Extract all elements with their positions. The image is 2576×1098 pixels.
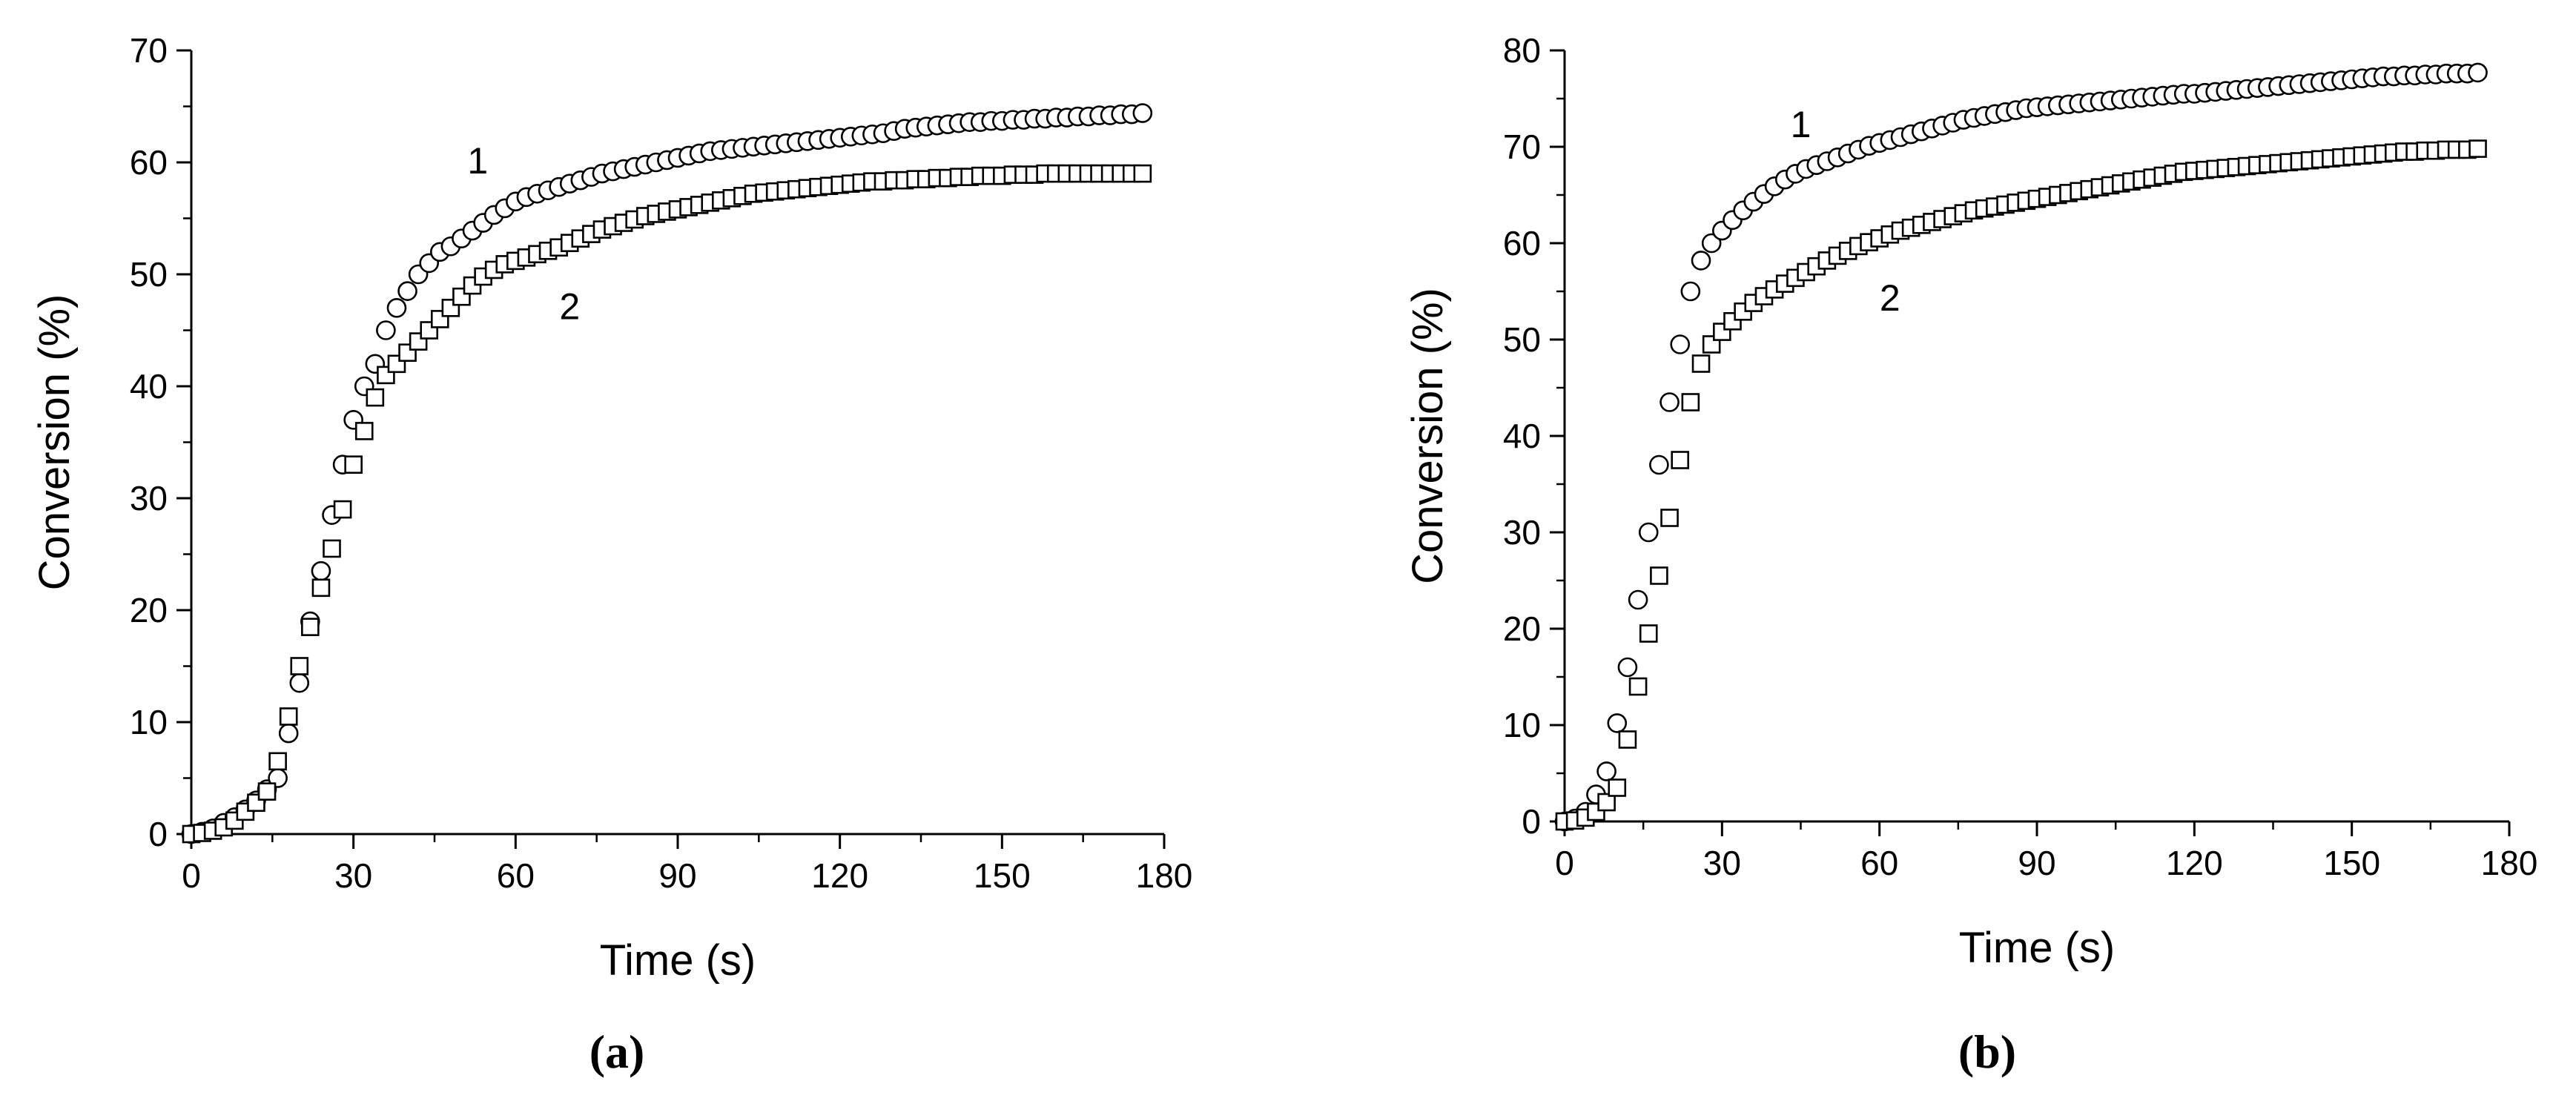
x-tick-label: 120 [811,856,868,895]
data-point-series-1 [1638,522,1659,543]
x-tick-label: 0 [1555,844,1574,882]
y-axis-title: Conversion (%) [1404,288,1452,584]
data-point-series-1 [376,320,396,340]
x-tick-label: 150 [2323,844,2380,882]
data-point-series-2 [333,500,352,519]
data-point-series-1 [278,723,299,744]
data-point-series-2 [354,422,374,440]
data-point-series-1 [1596,761,1616,781]
y-tick-label: 60 [1503,224,1541,262]
data-point-series-1 [1670,334,1691,354]
data-point-series-2 [290,657,309,675]
data-point-series-1 [1607,713,1628,733]
y-tick-label: 20 [1503,609,1541,648]
y-tick-label: 40 [1503,417,1541,455]
data-point-series-2 [344,455,363,474]
data-point-series-2 [279,707,298,726]
data-point-series-1 [397,281,417,301]
panel-label: (b) [1958,1025,2016,1078]
y-tick-label: 60 [130,143,168,182]
y-tick-label: 30 [1503,513,1541,552]
data-point-series-1 [1617,657,1638,678]
x-tick-label: 0 [182,856,201,895]
data-point-series-1 [311,560,331,581]
y-tick-label: 10 [130,703,168,741]
data-point-series-1 [2468,62,2488,83]
y-tick-label: 0 [148,815,168,853]
data-point-series-2 [1133,164,1152,183]
curve-label: 2 [559,285,580,327]
y-tick-label: 70 [1503,128,1541,166]
y-tick-label: 10 [1503,706,1541,744]
x-tick-label: 30 [1703,844,1741,882]
x-tick-label: 60 [497,856,535,895]
y-tick-label: 40 [130,367,168,406]
x-tick-label: 90 [658,856,696,895]
x-axis-title: Time (s) [600,936,756,985]
x-tick-label: 150 [974,856,1031,895]
data-point-series-2 [1650,566,1668,585]
x-tick-label: 90 [2018,844,2055,882]
x-tick-label: 60 [1860,844,1898,882]
data-point-series-1 [1701,233,1722,254]
data-point-series-2 [1691,354,1711,373]
chart-panel-b: 0 30 60 90 120 150 180 0 10 20 30 40 50 60 70 80 Time (s… [1404,31,2537,1078]
data-point-series-2 [366,388,385,407]
y-tick-label: 30 [130,479,168,517]
data-point-series-2 [323,539,341,558]
y-tick-label: 0 [1522,802,1541,841]
curve-label: 1 [1791,104,1812,145]
data-point-series-1 [1659,392,1680,412]
data-point-series-1 [1691,251,1711,271]
y-tick-label: 20 [130,591,168,629]
data-point-series-2 [1618,730,1637,749]
data-point-series-2 [257,782,277,801]
data-point-series-1 [1649,454,1669,475]
curve-label: 1 [467,140,488,182]
curve-label: 2 [1880,277,1900,319]
y-tick-label: 50 [1503,320,1541,359]
y-tick-label: 80 [1503,31,1541,70]
data-point-series-2 [1597,793,1616,812]
data-point-series-2 [2468,139,2487,158]
y-axis-title: Conversion (%) [30,294,79,591]
data-point-series-2 [301,618,320,636]
data-point-series-2 [1671,451,1690,469]
data-point-series-1 [386,297,407,318]
data-point-series-2 [1681,393,1700,411]
data-point-series-2 [1660,509,1679,527]
panel-label: (a) [589,1025,645,1078]
data-point-series-2 [268,752,287,771]
x-tick-label: 30 [334,856,372,895]
y-tick-label: 70 [130,31,168,70]
data-point-series-1 [1628,589,1648,610]
data-point-series-2 [1628,677,1648,696]
y-tick-label: 50 [130,255,168,294]
chart-panel-a: 0 30 60 90 120 150 180 0 10 20 30 40 50 60 70 Time (s) C… [30,31,1192,1078]
data-point-series-1 [1680,281,1701,302]
x-tick-label: 180 [1136,856,1193,895]
x-axis-title: Time (s) [1959,924,2115,972]
data-point-series-2 [311,578,331,598]
data-point-series-2 [1608,778,1627,797]
x-tick-label: 120 [2166,844,2223,882]
x-tick-label: 180 [2481,844,2538,882]
data-point-series-1 [1132,103,1153,123]
data-point-series-2 [1639,624,1658,643]
data-point-series-1 [289,672,310,693]
